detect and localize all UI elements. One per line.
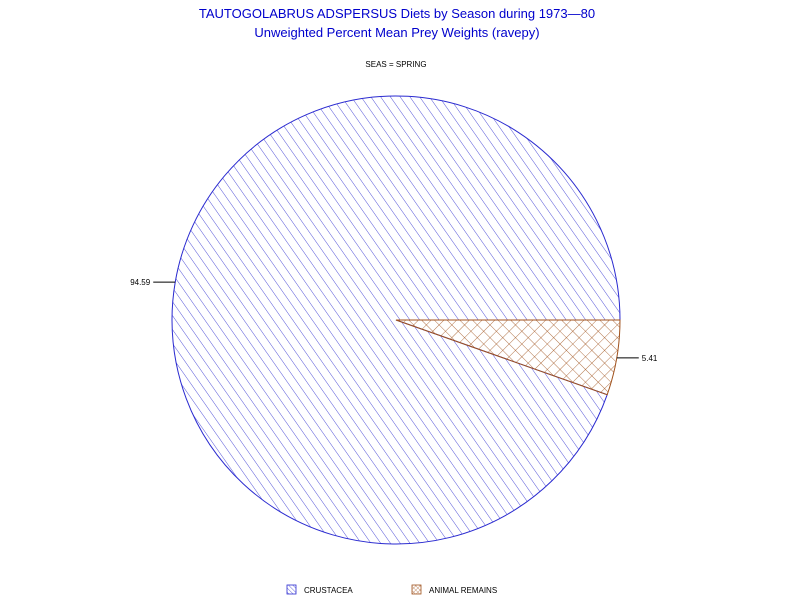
legend-swatch-animal-remains xyxy=(411,584,422,595)
legend-label-crustacea: CRUSTACEA xyxy=(304,586,353,595)
group-label: SEAS = SPRING xyxy=(365,60,426,69)
chart-subtitle: Unweighted Percent Mean Prey Weights (ra… xyxy=(254,25,539,40)
pie-slice-labels: 94.59 5.41 xyxy=(130,278,658,363)
slice-value-label-animal-remains: 5.41 xyxy=(642,354,658,363)
legend-item-animal-remains: ANIMAL REMAINS xyxy=(411,584,497,595)
pie-slice-crustacea xyxy=(171,95,621,545)
pie-slice-animal-remains xyxy=(395,319,621,396)
pie-slices xyxy=(171,95,621,545)
legend-label-animal-remains: ANIMAL REMAINS xyxy=(429,586,497,595)
slice-value-label-crustacea: 94.59 xyxy=(130,278,151,287)
legend-item-crustacea: CRUSTACEA xyxy=(286,584,353,595)
legend: CRUSTACEA ANIMAL REMAINS xyxy=(286,584,497,595)
chart-title: TAUTOGOLABRUS ADSPERSUS Diets by Season … xyxy=(199,6,595,21)
legend-swatch-crustacea xyxy=(286,584,297,595)
